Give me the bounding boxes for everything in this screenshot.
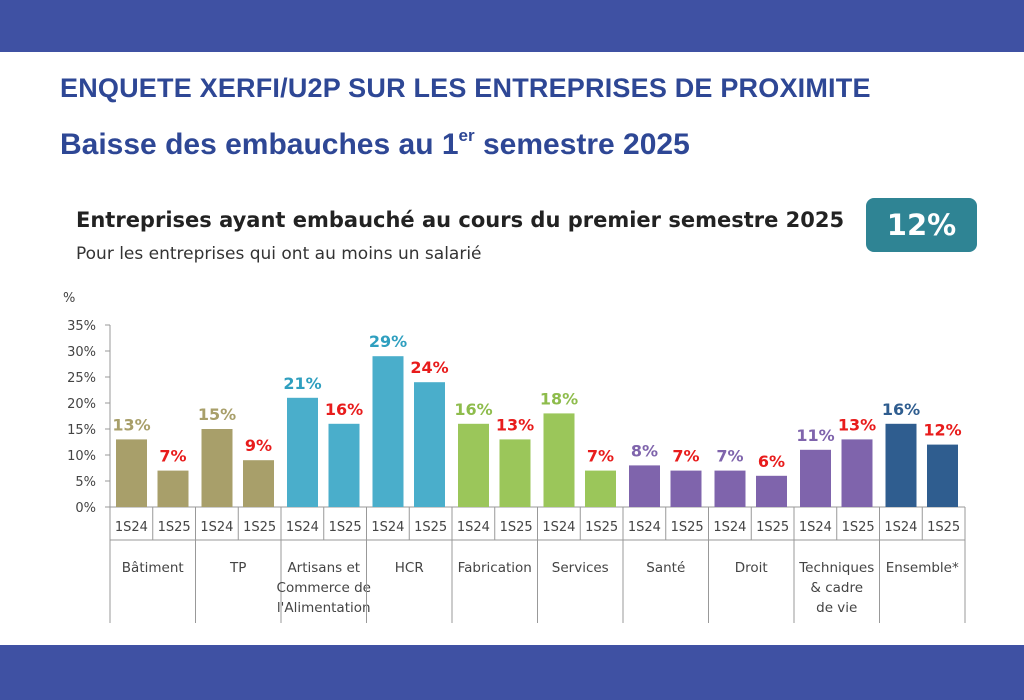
subtitle-superscript: er bbox=[458, 126, 475, 145]
category-label: Fabrication bbox=[458, 560, 532, 576]
subtitle-end-text: semestre 2025 bbox=[474, 128, 690, 161]
y-tick-label: 5% bbox=[75, 475, 96, 490]
data-label: 6% bbox=[758, 452, 785, 471]
bar bbox=[629, 465, 660, 507]
period-label: 1S24 bbox=[457, 520, 490, 535]
period-label: 1S24 bbox=[371, 520, 404, 535]
data-label: 7% bbox=[587, 447, 614, 466]
y-tick-label: 10% bbox=[67, 449, 96, 464]
category-label: TP bbox=[229, 560, 246, 576]
period-label: 1S25 bbox=[842, 520, 875, 535]
y-tick-label: 0% bbox=[75, 501, 96, 516]
top-banner bbox=[0, 0, 1024, 52]
page-subtitle: Baisse des embauches au 1er semestre 202… bbox=[60, 126, 690, 162]
y-tick-label: 30% bbox=[67, 345, 96, 360]
bar bbox=[670, 470, 702, 507]
period-label: 1S24 bbox=[200, 520, 233, 535]
category-label: Bâtiment bbox=[122, 560, 184, 576]
y-tick-label: 35% bbox=[67, 319, 96, 334]
period-label: 1S24 bbox=[628, 520, 661, 535]
bar bbox=[714, 470, 746, 507]
period-label: 1S25 bbox=[329, 520, 362, 535]
bar bbox=[543, 413, 575, 507]
bar bbox=[414, 382, 445, 507]
data-label: 24% bbox=[410, 358, 448, 377]
category-label: Droit bbox=[735, 560, 768, 576]
y-tick-label: 20% bbox=[67, 397, 96, 412]
data-label: 16% bbox=[325, 400, 363, 419]
category-label: Artisans et bbox=[287, 560, 360, 576]
chart-subtitle: Pour les entreprises qui ont au moins un… bbox=[76, 244, 482, 264]
category-label: Techniques bbox=[798, 560, 874, 576]
bar bbox=[243, 460, 274, 507]
category-label: de vie bbox=[816, 600, 857, 616]
period-label: 1S24 bbox=[713, 520, 746, 535]
data-label: 13% bbox=[838, 415, 876, 434]
bar bbox=[157, 470, 189, 507]
data-label: 21% bbox=[283, 374, 321, 393]
data-label: 7% bbox=[716, 447, 743, 466]
y-axis-unit: % bbox=[63, 291, 75, 306]
y-tick-label: 15% bbox=[67, 423, 96, 438]
bar bbox=[756, 475, 787, 507]
period-label: 1S24 bbox=[115, 520, 148, 535]
bar bbox=[201, 429, 233, 507]
period-label: 1S24 bbox=[884, 520, 917, 535]
data-label: 18% bbox=[540, 389, 578, 408]
page-title: ENQUETE XERFI/U2P SUR LES ENTREPRISES DE… bbox=[60, 73, 871, 103]
data-label: 12% bbox=[923, 421, 961, 440]
data-label: 8% bbox=[631, 441, 658, 460]
period-label: 1S24 bbox=[542, 520, 575, 535]
category-label: & cadre bbox=[810, 580, 863, 596]
period-label: 1S25 bbox=[500, 520, 533, 535]
period-label: 1S24 bbox=[799, 520, 832, 535]
bar bbox=[585, 470, 616, 507]
bar bbox=[116, 439, 147, 507]
category-label: Services bbox=[552, 560, 609, 576]
period-label: 1S25 bbox=[414, 520, 447, 535]
data-label: 7% bbox=[672, 447, 699, 466]
category-label: Santé bbox=[646, 560, 685, 576]
bar bbox=[328, 423, 360, 507]
bar bbox=[499, 439, 531, 507]
period-label: 1S25 bbox=[671, 520, 704, 535]
bar bbox=[287, 397, 318, 507]
data-label: 7% bbox=[159, 447, 186, 466]
data-label: 13% bbox=[496, 415, 534, 434]
period-label: 1S25 bbox=[756, 520, 789, 535]
data-label: 11% bbox=[796, 426, 834, 445]
bottom-banner bbox=[0, 645, 1024, 700]
period-label: 1S25 bbox=[158, 520, 191, 535]
data-label: 29% bbox=[369, 332, 407, 351]
category-label: Commerce de bbox=[277, 580, 371, 596]
category-label: l'Alimentation bbox=[277, 600, 371, 616]
category-label: HCR bbox=[395, 560, 424, 576]
bar bbox=[800, 449, 831, 507]
bar bbox=[885, 423, 917, 507]
data-label: 16% bbox=[882, 400, 920, 419]
period-label: 1S25 bbox=[243, 520, 276, 535]
data-label: 15% bbox=[198, 405, 236, 424]
bar bbox=[841, 439, 873, 507]
data-label: 9% bbox=[245, 436, 272, 455]
bar bbox=[372, 356, 404, 507]
bar bbox=[927, 444, 958, 507]
period-label: 1S24 bbox=[286, 520, 319, 535]
subtitle-main-text: Baisse des embauches au 1 bbox=[60, 128, 459, 161]
overall-rate-badge: 12% bbox=[866, 198, 977, 252]
bar bbox=[458, 423, 489, 507]
data-label: 16% bbox=[454, 400, 492, 419]
period-label: 1S25 bbox=[585, 520, 618, 535]
chart-title: Entreprises ayant embauché au cours du p… bbox=[76, 208, 845, 232]
category-label: Ensemble* bbox=[886, 560, 959, 576]
period-label: 1S25 bbox=[927, 520, 960, 535]
y-tick-label: 25% bbox=[67, 371, 96, 386]
data-label: 13% bbox=[112, 415, 150, 434]
